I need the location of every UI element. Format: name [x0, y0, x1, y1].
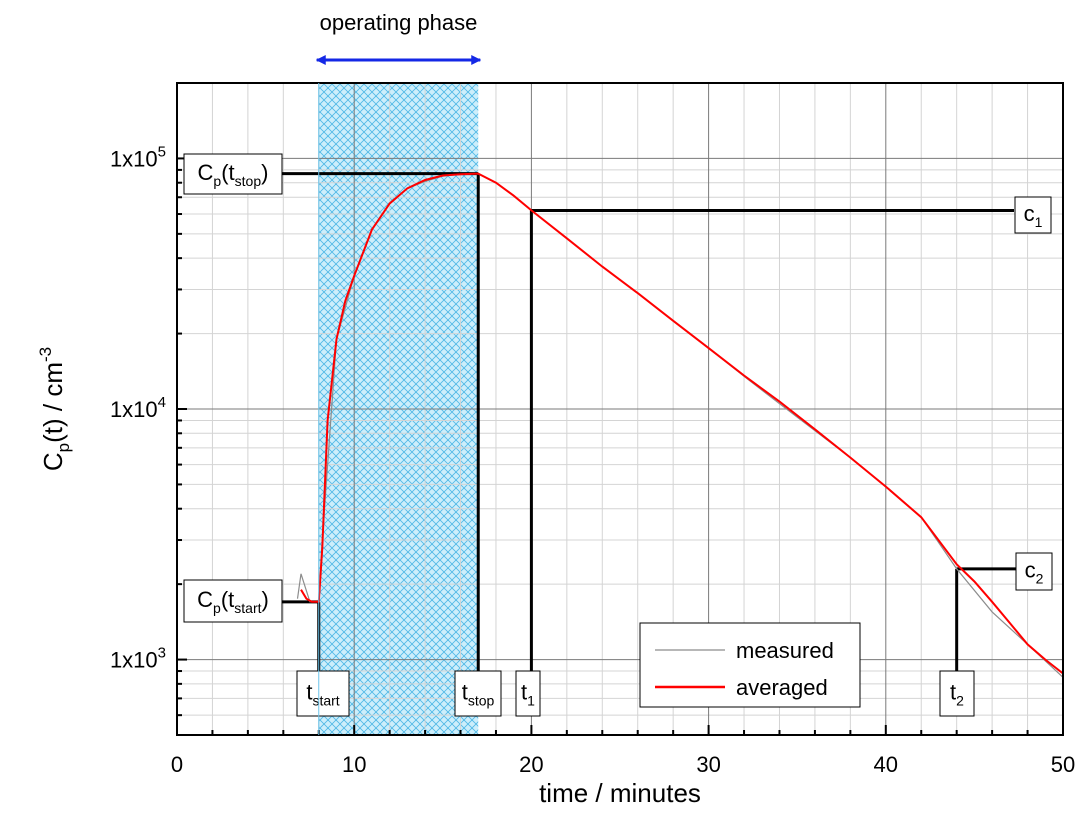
c2-box: [1015, 552, 1053, 591]
tstop-box: [454, 670, 502, 717]
y-axis-ticks: 1x103 1x104 1x105: [110, 82, 187, 736]
cp-tstart-box: [183, 579, 283, 623]
legend-averaged-label: averaged: [736, 675, 828, 700]
c2-box-text: c2: [1025, 558, 1044, 587]
legend: measured averaged: [639, 622, 861, 708]
x-tick-label: 0: [171, 752, 183, 777]
operating-phase-label: operating phase: [320, 10, 478, 35]
cp-tstop-box: [183, 153, 283, 195]
y-label-sup: -3: [36, 347, 55, 362]
major-grid: [177, 83, 1063, 735]
x-tick-label: 20: [519, 752, 543, 777]
y-label-sub: p: [54, 443, 73, 452]
t1-box-text: t1: [521, 680, 535, 709]
y-tick-label: 1x105: [110, 143, 166, 171]
cp-tstop-box-text: Cp(tstop): [198, 160, 269, 189]
averaged-series-line: [300, 172, 1063, 675]
y-tick-label: 1x104: [110, 394, 166, 422]
reference-lines: [282, 172, 1016, 672]
y-tick-label: 1x103: [110, 645, 166, 673]
x-tick-label: 40: [874, 752, 898, 777]
x-tick-label: 30: [696, 752, 720, 777]
tstop-box-text: tstop: [462, 680, 495, 709]
annotation-boxes: Cp(tstop) Cp(tstart) c1 c2 tstart tstop t1 t2: [183, 153, 1053, 717]
tstart-box: [296, 670, 350, 717]
x-axis-ticks: 0 10 20 30 40 50: [171, 725, 1075, 777]
y-axis-label: Cp(t) / cm-3: [36, 347, 73, 471]
c1-box-text: c1: [1024, 201, 1043, 230]
y-label-main: C: [38, 452, 68, 471]
legend-measured-label: measured: [736, 638, 834, 663]
x-tick-label: 10: [342, 752, 366, 777]
legend-box: [639, 622, 861, 708]
c1-box: [1014, 196, 1052, 234]
t2-box-text: t2: [950, 680, 964, 709]
cp-tstart-box-text: Cp(tstart): [197, 587, 269, 616]
tstart-box-text: tstart: [306, 680, 339, 709]
x-axis-label: time / minutes: [539, 778, 701, 808]
t2-box: [939, 670, 975, 717]
y-label-rest: (t) / cm: [38, 362, 68, 443]
x-tick-label: 50: [1051, 752, 1075, 777]
t1-box: [515, 670, 541, 717]
